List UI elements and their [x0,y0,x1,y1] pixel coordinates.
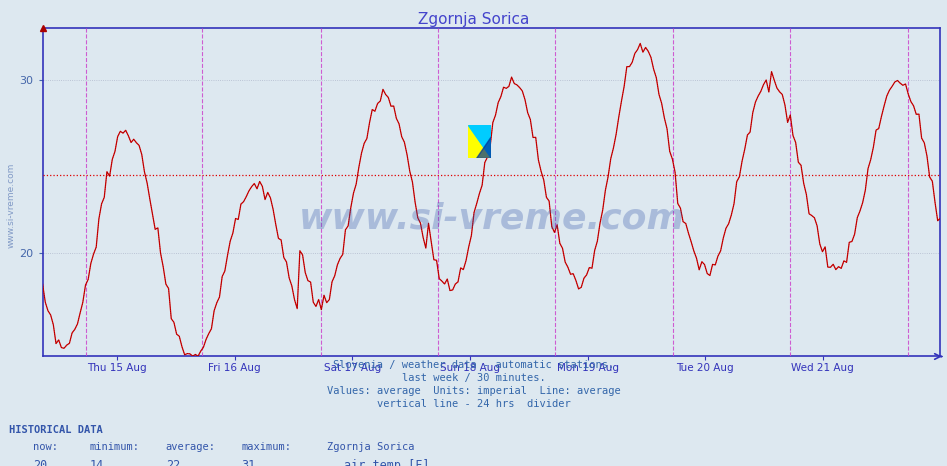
Text: www.si-vreme.com: www.si-vreme.com [7,162,16,248]
Polygon shape [468,125,491,158]
Text: last week / 30 minutes.: last week / 30 minutes. [402,373,545,383]
Polygon shape [475,137,491,158]
Text: vertical line - 24 hrs  divider: vertical line - 24 hrs divider [377,399,570,409]
Text: minimum:: minimum: [90,442,140,452]
Text: 14: 14 [90,459,104,466]
Text: now:: now: [33,442,58,452]
Text: Zgornja Sorica: Zgornja Sorica [418,12,529,27]
Text: Values: average  Units: imperial  Line: average: Values: average Units: imperial Line: av… [327,386,620,396]
Text: www.si-vreme.com: www.si-vreme.com [298,201,685,235]
Text: HISTORICAL DATA: HISTORICAL DATA [9,425,103,435]
Text: 20: 20 [33,459,47,466]
Text: average:: average: [166,442,216,452]
Text: 31: 31 [241,459,256,466]
Text: maximum:: maximum: [241,442,292,452]
Text: 22: 22 [166,459,180,466]
Polygon shape [468,125,491,158]
Text: Zgornja Sorica: Zgornja Sorica [327,442,414,452]
Text: air temp.[F]: air temp.[F] [344,459,429,466]
Text: Slovenia / weather data - automatic stations.: Slovenia / weather data - automatic stat… [333,360,614,370]
